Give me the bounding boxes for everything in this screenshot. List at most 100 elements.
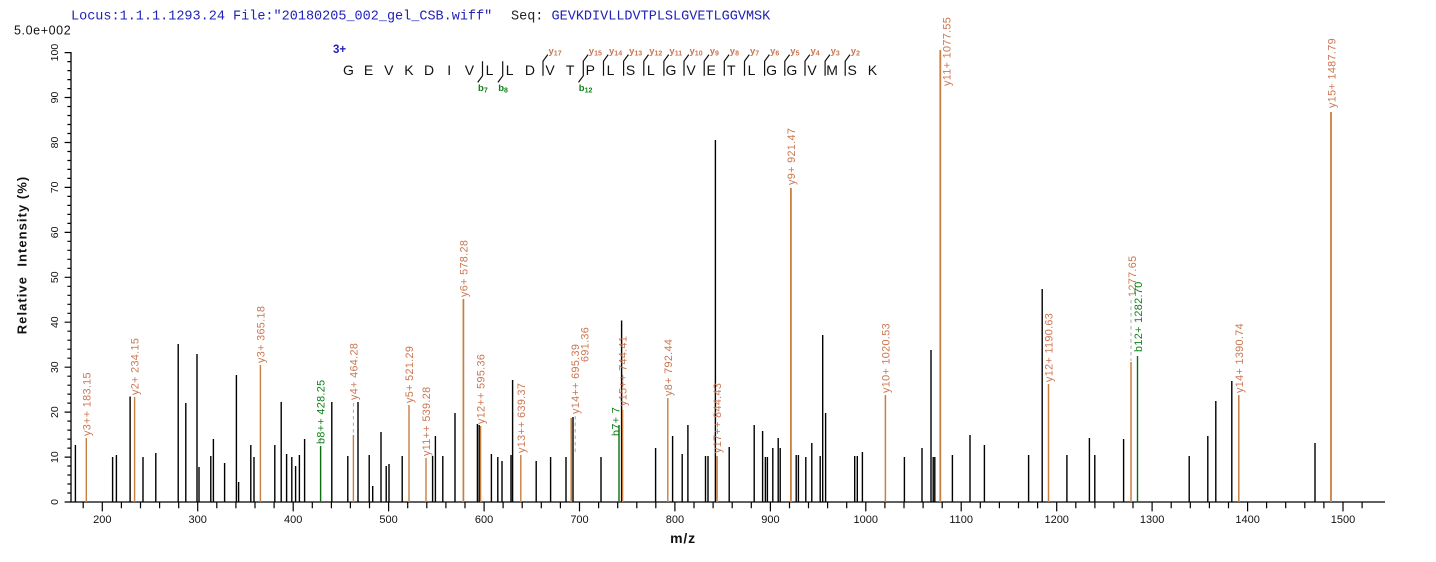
svg-text:y12++ 595.36: y12++ 595.36 [476, 354, 488, 424]
svg-text:y12: y12 [649, 46, 662, 58]
svg-text:70: 70 [49, 181, 61, 193]
svg-text:m/z: m/z [670, 530, 696, 546]
svg-text:10: 10 [49, 451, 61, 463]
svg-text:y14++ 695.39: y14++ 695.39 [570, 344, 582, 414]
svg-text:y3+ 365.18: y3+ 365.18 [255, 306, 267, 363]
svg-text:1277.65: 1277.65 [1127, 256, 1139, 297]
svg-text:y17++ 844.43: y17++ 844.43 [712, 383, 724, 453]
svg-text:800: 800 [666, 514, 684, 526]
svg-text:y8: y8 [730, 46, 739, 58]
svg-text:b7+ 7: b7+ 7 [611, 407, 623, 436]
svg-text:E: E [707, 62, 716, 78]
svg-text:y4+ 464.28: y4+ 464.28 [348, 343, 360, 400]
svg-text:b12+ 1282.70: b12+ 1282.70 [1133, 281, 1145, 352]
svg-text:1000: 1000 [854, 514, 878, 526]
svg-text:y15++ 744.41: y15++ 744.41 [617, 336, 629, 406]
svg-text:V: V [807, 62, 817, 78]
svg-text:S: S [848, 62, 857, 78]
svg-text:0: 0 [49, 499, 61, 505]
svg-text:691.36: 691.36 [580, 327, 592, 362]
svg-text:D: D [424, 62, 434, 78]
svg-text:Seq: GEVKDIVLLDVTPLSLGVETLGGVM: Seq: GEVKDIVLLDVTPLSLGVETLGGVMSK [511, 10, 771, 25]
svg-text:y2: y2 [851, 46, 860, 58]
svg-text:400: 400 [284, 514, 302, 526]
svg-text:60: 60 [49, 226, 61, 238]
svg-text:G: G [766, 62, 777, 78]
svg-text:D: D [525, 62, 535, 78]
svg-text:L: L [486, 62, 494, 78]
svg-text:y15: y15 [589, 46, 602, 58]
svg-text:y11: y11 [669, 46, 682, 58]
svg-text:V: V [545, 62, 555, 78]
svg-text:100: 100 [49, 44, 61, 62]
svg-text:L: L [607, 62, 615, 78]
svg-text:y8+ 792.44: y8+ 792.44 [663, 339, 675, 396]
svg-text:V: V [384, 62, 394, 78]
svg-text:y14: y14 [609, 46, 622, 58]
svg-text:90: 90 [49, 92, 61, 104]
svg-text:y3: y3 [831, 46, 840, 58]
svg-text:K: K [404, 62, 414, 78]
svg-text:y5+ 521.29: y5+ 521.29 [404, 346, 416, 403]
svg-text:M: M [826, 62, 838, 78]
svg-text:y15+ 1487.79: y15+ 1487.79 [1327, 38, 1339, 108]
svg-text:y11++ 539.28: y11++ 539.28 [421, 387, 433, 456]
svg-text:300: 300 [189, 514, 207, 526]
svg-text:5.0e+002: 5.0e+002 [14, 24, 71, 38]
svg-text:P: P [586, 62, 595, 78]
svg-text:20: 20 [49, 406, 61, 418]
svg-text:200: 200 [93, 514, 111, 526]
svg-text:I: I [447, 62, 451, 78]
svg-text:b12: b12 [579, 83, 593, 95]
svg-text:L: L [647, 62, 655, 78]
svg-text:80: 80 [49, 137, 61, 149]
svg-text:600: 600 [475, 514, 493, 526]
svg-text:y6: y6 [770, 46, 779, 58]
svg-text:Relative Intensity (%): Relative Intensity (%) [15, 176, 30, 335]
svg-text:b8: b8 [498, 83, 508, 95]
svg-text:G: G [786, 62, 797, 78]
svg-text:K: K [868, 62, 878, 78]
svg-text:y3++ 183.15: y3++ 183.15 [81, 372, 93, 436]
svg-text:y14+ 1390.74: y14+ 1390.74 [1234, 323, 1246, 393]
svg-text:b8++ 428.25: b8++ 428.25 [316, 380, 328, 445]
svg-text:b7: b7 [478, 83, 488, 95]
svg-text:Locus:1.1.1.1293.24 File:"2018: Locus:1.1.1.1293.24 File:"20180205_002_g… [71, 10, 492, 25]
svg-text:500: 500 [379, 514, 397, 526]
svg-text:y9+ 921.47: y9+ 921.47 [786, 128, 798, 185]
svg-text:y10: y10 [690, 46, 703, 58]
svg-text:G: G [343, 62, 354, 78]
svg-text:y12+ 1190.63: y12+ 1190.63 [1044, 313, 1056, 382]
svg-text:T: T [566, 62, 575, 78]
svg-text:y13++ 639.37: y13++ 639.37 [516, 383, 528, 453]
svg-text:y17: y17 [549, 46, 562, 58]
svg-text:L: L [748, 62, 756, 78]
svg-text:T: T [727, 62, 736, 78]
svg-text:y11+ 1077.55: y11+ 1077.55 [942, 17, 954, 86]
svg-text:y9: y9 [710, 46, 719, 58]
svg-text:S: S [626, 62, 635, 78]
svg-text:V: V [686, 62, 696, 78]
svg-text:y2+ 234.15: y2+ 234.15 [130, 338, 142, 395]
svg-text:E: E [364, 62, 373, 78]
svg-text:1400: 1400 [1235, 514, 1259, 526]
svg-text:1500: 1500 [1331, 514, 1355, 526]
svg-text:3+: 3+ [333, 44, 346, 56]
svg-text:1200: 1200 [1044, 514, 1068, 526]
svg-text:V: V [465, 62, 475, 78]
svg-text:40: 40 [49, 316, 61, 328]
svg-text:1300: 1300 [1140, 514, 1164, 526]
svg-text:30: 30 [49, 361, 61, 373]
svg-text:G: G [665, 62, 676, 78]
svg-text:1100: 1100 [949, 514, 973, 526]
svg-text:900: 900 [761, 514, 779, 526]
svg-text:y5: y5 [790, 46, 799, 58]
svg-text:y6+ 578.28: y6+ 578.28 [458, 240, 470, 297]
svg-text:y13: y13 [629, 46, 642, 58]
svg-text:700: 700 [570, 514, 588, 526]
svg-text:L: L [506, 62, 514, 78]
svg-text:50: 50 [49, 271, 61, 283]
svg-text:y4: y4 [811, 46, 820, 58]
svg-text:y7: y7 [750, 46, 759, 58]
svg-text:y10+ 1020.53: y10+ 1020.53 [880, 323, 892, 393]
